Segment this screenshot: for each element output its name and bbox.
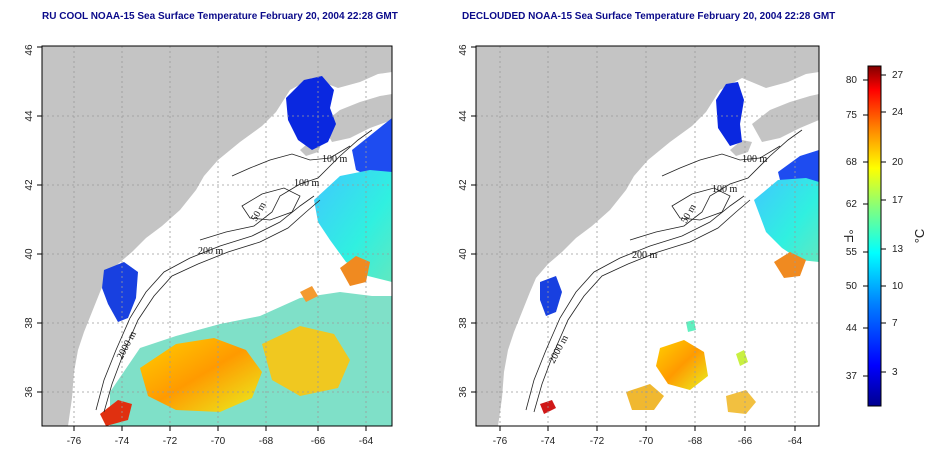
left-grid — [42, 46, 392, 426]
right-y-tick: 38 — [458, 317, 469, 329]
right-land-novascotia — [752, 94, 819, 142]
right-sst-bay-of-fundy — [716, 82, 744, 146]
left-x-tick: -64 — [359, 436, 374, 447]
right-land-cape — [730, 140, 752, 156]
right-contour-label-4: 200 m — [632, 250, 658, 261]
colorbar-c-tick: 24 — [892, 107, 904, 118]
right-y-tick: 40 — [458, 248, 469, 260]
right-map-panel: 100 m 100 m 50 m 200 m 2000 m -76 -74 -7… — [458, 44, 820, 447]
left-x-tick: -68 — [259, 436, 274, 447]
temperature-colorbar: 80 75 68 62 55 50 44 37 27 24 20 17 13 1… — [841, 65, 927, 407]
left-x-tick: -72 — [163, 436, 178, 447]
left-x-tick: -76 — [67, 436, 82, 447]
colorbar-celsius-unit: °C — [912, 229, 927, 244]
left-sst-gulf-edge — [352, 118, 392, 180]
right-sst-cyan-speck — [686, 320, 696, 332]
colorbar-f-tick: 80 — [846, 75, 858, 86]
right-y-tick: 42 — [458, 179, 469, 191]
right-y-tick: 36 — [458, 386, 469, 398]
colorbar-gradient — [867, 65, 882, 407]
left-land-novascotia — [322, 94, 392, 142]
right-sst-warm-eddy — [774, 252, 806, 278]
right-sst-warm-c — [726, 390, 756, 414]
right-grid — [476, 46, 819, 426]
left-contour-label-2: 100 m — [294, 178, 320, 189]
right-contour-label-2: 100 m — [712, 184, 738, 195]
right-x-tick: -72 — [590, 436, 605, 447]
left-contour-label-4: 200 m — [198, 246, 224, 257]
colorbar-c-tick: 27 — [892, 70, 904, 81]
colorbar-f-tick: 37 — [846, 371, 858, 382]
left-y-tick: 40 — [24, 248, 35, 260]
left-x-tick: -74 — [115, 436, 130, 447]
left-sst-south-warm-a — [140, 338, 262, 412]
left-x-tick: -66 — [311, 436, 326, 447]
left-x-tick: -70 — [211, 436, 226, 447]
right-contours — [525, 129, 803, 413]
colorbar-f-tick: 62 — [846, 199, 858, 210]
colorbar-c-tick: 20 — [892, 157, 904, 168]
colorbar-c-tick: 3 — [892, 367, 898, 378]
colorbar-f-tick: 44 — [846, 323, 858, 334]
left-map-panel: 100 m 100 m 50 m 200 m 2000 m -76 -74 -7… — [24, 44, 393, 447]
colorbar-f-tick: 50 — [846, 281, 858, 292]
left-land — [42, 46, 392, 426]
left-y-tick: 38 — [24, 317, 35, 329]
right-x-tick: -66 — [738, 436, 753, 447]
left-y-tick: 42 — [24, 179, 35, 191]
left-y-tick: 44 — [24, 110, 35, 122]
colorbar-c-tick: 13 — [892, 244, 904, 255]
left-sst-small-warm — [300, 286, 318, 302]
left-map-title: RU COOL NOAA-15 Sea Surface Temperature … — [42, 11, 398, 22]
left-map-frame — [41, 45, 393, 427]
right-x-tick: -74 — [541, 436, 556, 447]
right-y-tick: 46 — [458, 44, 469, 56]
right-x-tick: -70 — [639, 436, 654, 447]
left-sst-south-warm-b — [262, 326, 350, 396]
right-contour-label-1: 100 m — [742, 154, 768, 165]
right-map-title: DECLOUDED NOAA-15 Sea Surface Temperatur… — [462, 11, 836, 22]
colorbar-f-tick: 68 — [846, 157, 858, 168]
right-map-frame — [475, 45, 820, 427]
right-sst-warm-b — [626, 384, 664, 410]
left-contour-label-1: 100 m — [322, 154, 348, 165]
colorbar-f-tick: 55 — [846, 247, 858, 258]
right-land — [476, 46, 819, 426]
left-contours — [95, 129, 373, 413]
colorbar-c-tick: 17 — [892, 195, 904, 206]
colorbar-c-tick: 7 — [892, 318, 898, 329]
right-y-tick: 44 — [458, 110, 469, 122]
left-sst-south-red — [100, 400, 132, 426]
colorbar-fahrenheit-unit: °F — [841, 229, 856, 242]
left-y-tick: 36 — [24, 386, 35, 398]
right-x-tick: -68 — [688, 436, 703, 447]
right-x-tick: -76 — [493, 436, 508, 447]
right-sst-slope-cyan — [754, 178, 819, 262]
left-sst-bay-of-fundy — [286, 76, 336, 150]
right-sst-coast — [540, 276, 562, 316]
left-sst-midatlantic-coast — [102, 262, 138, 322]
right-x-tick: -64 — [788, 436, 803, 447]
left-sst-warm-eddy — [340, 256, 370, 286]
colorbar-c-tick: 10 — [892, 281, 904, 292]
colorbar-f-tick: 75 — [846, 110, 858, 121]
left-y-tick: 46 — [24, 44, 35, 56]
